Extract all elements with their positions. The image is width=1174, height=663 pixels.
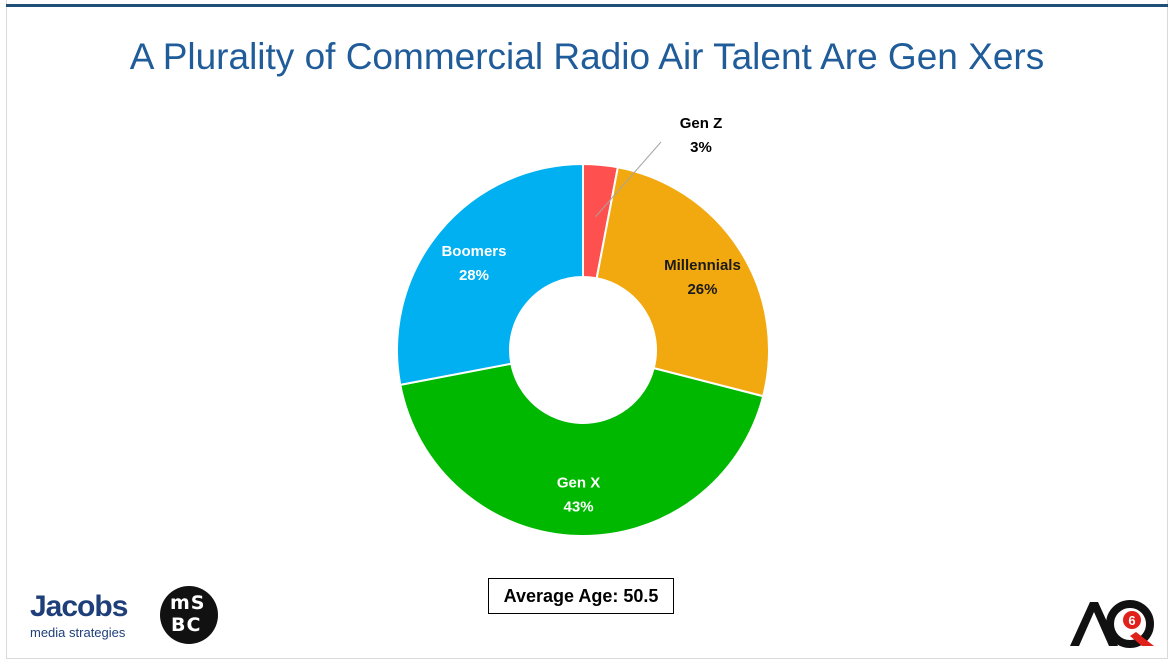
average-age-box: Average Age: 50.5	[488, 578, 674, 614]
slice-label-millennials: Millennials	[664, 257, 741, 274]
slice-gen-x	[399, 362, 765, 537]
slice-label-gen-z: Gen Z	[680, 115, 723, 132]
slide-frame	[6, 0, 1168, 659]
top-rule	[6, 4, 1168, 7]
slice-millennials	[595, 166, 770, 398]
slice-boomers	[396, 162, 584, 387]
slice-value-gen-x: 43%	[564, 498, 594, 515]
slice-label-gen-x: Gen X	[557, 474, 600, 491]
msbc-logo: mS BC	[160, 586, 218, 644]
slide-title: A Plurality of Commercial Radio Air Tale…	[129, 36, 1045, 77]
leader-lines	[595, 141, 662, 218]
aq-logo-badge-number: 6	[1128, 613, 1135, 628]
jacobs-logo-wordmark: Jacobs	[30, 590, 128, 623]
slice-value-millennials: 26%	[687, 281, 717, 298]
aq-logo-q-ring	[1106, 600, 1154, 648]
aq-logo-a-shape	[1070, 602, 1118, 646]
slice-label-boomers: Boomers	[441, 243, 506, 260]
msbc-logo-top: mS	[170, 592, 206, 614]
slice-labels: Gen Z 3% Millennials 26% Gen X 43% Boomers 28%	[441, 115, 740, 515]
donut-slices	[396, 162, 770, 537]
jacobs-media-logo: Jacobs media strategies	[30, 590, 150, 640]
slice-value-boomers: 28%	[459, 267, 489, 284]
aq-logo-q-tail	[1130, 632, 1154, 646]
jacobs-logo-tagline: media strategies	[30, 625, 126, 640]
msbc-logo-bottom: BC	[171, 614, 202, 636]
aq6-logo: 6	[1070, 600, 1154, 648]
slice-value-gen-z: 3%	[690, 139, 712, 156]
leader-line-gen-z	[595, 141, 662, 218]
aq-logo-badge	[1123, 611, 1141, 629]
